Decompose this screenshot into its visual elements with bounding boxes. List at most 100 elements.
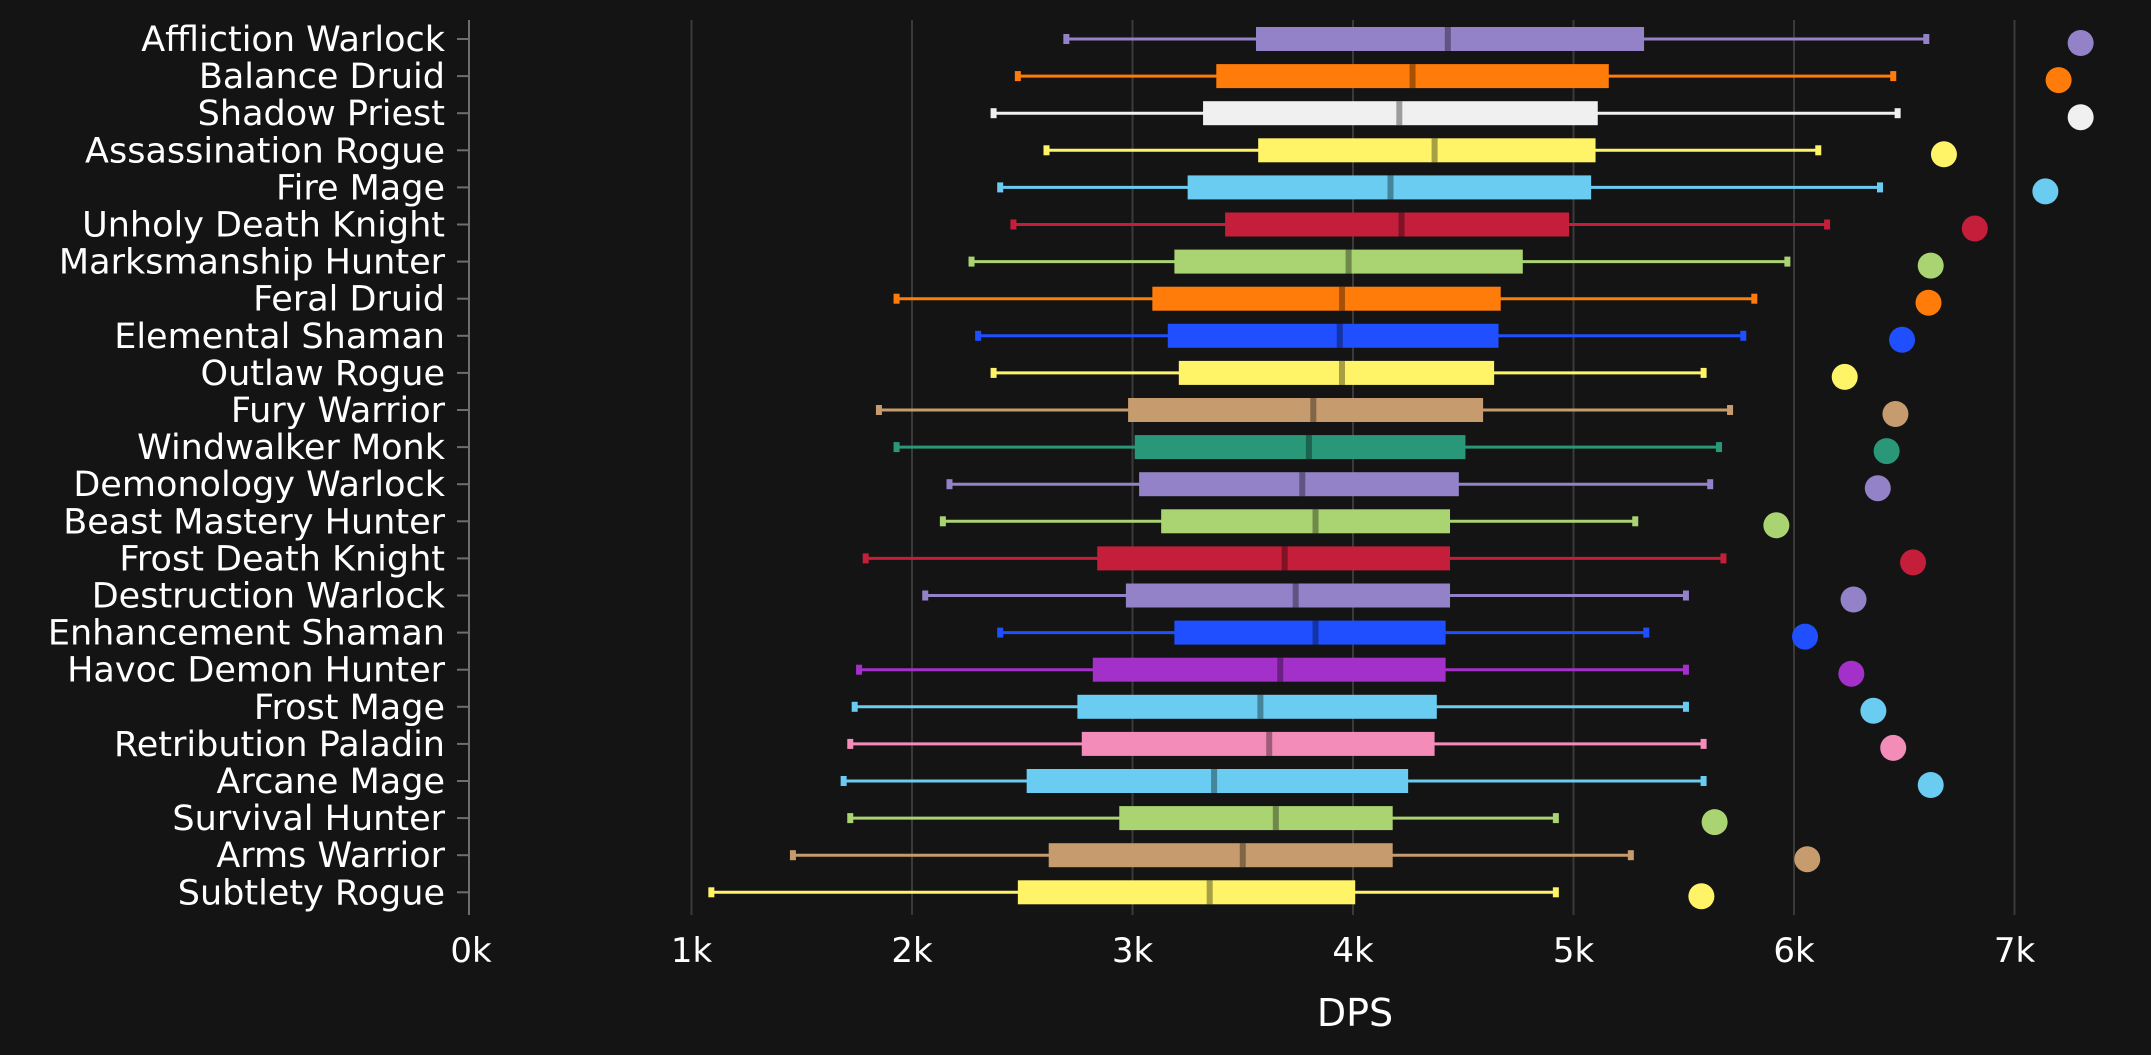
box-plot-row [875,398,1909,427]
category-label: Arms Warrior [216,836,445,876]
whisker-low-cap [968,256,975,267]
iqr-box [1119,806,1393,831]
whisker-high-cap [1700,738,1707,749]
iqr-box [1081,731,1435,756]
max-point [2067,104,2094,131]
y-axis [457,20,470,915]
category-label: Fury Warrior [231,391,446,431]
category-label: Shadow Priest [198,94,445,134]
whisker-low-cap [847,738,854,749]
whisker-low-cap [922,590,929,601]
median-marker [1281,546,1288,571]
median-marker [1310,398,1317,422]
box-plot-row [840,769,1944,798]
median-marker [1336,323,1343,348]
box-plot-row [856,657,1865,687]
box-plot-row [968,249,1944,279]
whisker-low-cap [856,664,863,675]
box-plot-row [946,472,1891,502]
median-marker [1312,509,1319,534]
max-point [1917,252,1944,279]
x-tick-label: 3k [1112,931,1154,971]
x-tick-label: 5k [1553,931,1595,971]
whisker-low-cap [789,850,796,861]
box-plot-row [997,620,1819,650]
max-point [1915,289,1942,316]
max-point [2045,67,2072,94]
box-plot-row [708,880,1715,910]
whisker-low-cap [893,293,900,304]
median-marker [1257,694,1264,719]
max-point [2032,178,2059,205]
whisker-high-cap [1824,219,1831,230]
box-plot-row [939,509,1790,539]
whisker-high-cap [1682,701,1689,712]
x-tick-label: 4k [1332,931,1374,971]
median-marker [1396,101,1403,126]
iqr-box [1092,657,1446,682]
box-plot-row [847,731,1907,761]
max-point [1831,363,1858,390]
x-tick-label: 2k [891,931,933,971]
whisker-high-cap [1707,479,1714,490]
whisker-high-cap [1716,442,1723,453]
category-label: Havoc Demon Hunter [67,651,446,691]
whisker-low-cap [708,887,715,898]
max-point [1688,883,1715,910]
category-label: Demonology Warlock [73,465,445,505]
max-point [1792,623,1819,650]
median-marker [1312,620,1319,645]
median-marker [1431,138,1438,163]
median-marker [1206,880,1213,905]
iqr-box [1216,64,1609,89]
iqr-box [1167,323,1499,348]
whisker-low-cap [997,182,1004,193]
iqr-box [1139,472,1459,497]
max-point [1840,586,1867,613]
median-marker [1211,769,1218,793]
whisker-low-cap [1010,219,1017,230]
iqr-box [1077,694,1437,719]
category-label: Outlaw Rogue [201,354,445,394]
median-marker [1398,212,1405,237]
x-tick-label: 6k [1773,931,1815,971]
box-plot-row [851,694,1887,724]
median-marker [1387,175,1394,200]
iqr-box [1134,435,1466,460]
whisker-high-cap [1876,182,1883,193]
whisker-high-cap [1552,813,1559,824]
iqr-box [1174,249,1523,274]
iqr-box [1187,175,1592,200]
max-point [1917,772,1944,798]
whisker-low-cap [990,108,997,119]
box-plot-row [1014,64,2072,94]
box-plot-row [997,175,2059,205]
iqr-box [1258,138,1596,163]
category-label: Frost Death Knight [119,539,445,579]
category-label: Feral Druid [253,280,445,320]
whisker-high-cap [1682,664,1689,675]
iqr-box [1178,360,1495,385]
whisker-high-cap [1727,405,1734,415]
box-series [708,27,2094,910]
iqr-box [1161,509,1451,534]
median-marker [1338,360,1345,385]
category-label: Beast Mastery Hunter [63,502,445,542]
whisker-high-cap [1784,256,1791,267]
whisker-high-cap [1894,108,1901,119]
whisker-low-cap [851,701,858,712]
iqr-box [1255,27,1645,51]
median-marker [1266,731,1273,756]
x-tick-label: 7k [1994,931,2036,971]
median-marker [1345,249,1352,274]
iqr-box [1174,620,1446,645]
max-point [1873,438,1900,465]
box-plot-row [893,435,1900,465]
x-axis-title: DPS [1317,991,1393,1035]
median-marker [1239,843,1246,868]
median-marker [1272,806,1279,831]
max-point [1889,326,1916,353]
whisker-high-cap [1643,627,1650,638]
